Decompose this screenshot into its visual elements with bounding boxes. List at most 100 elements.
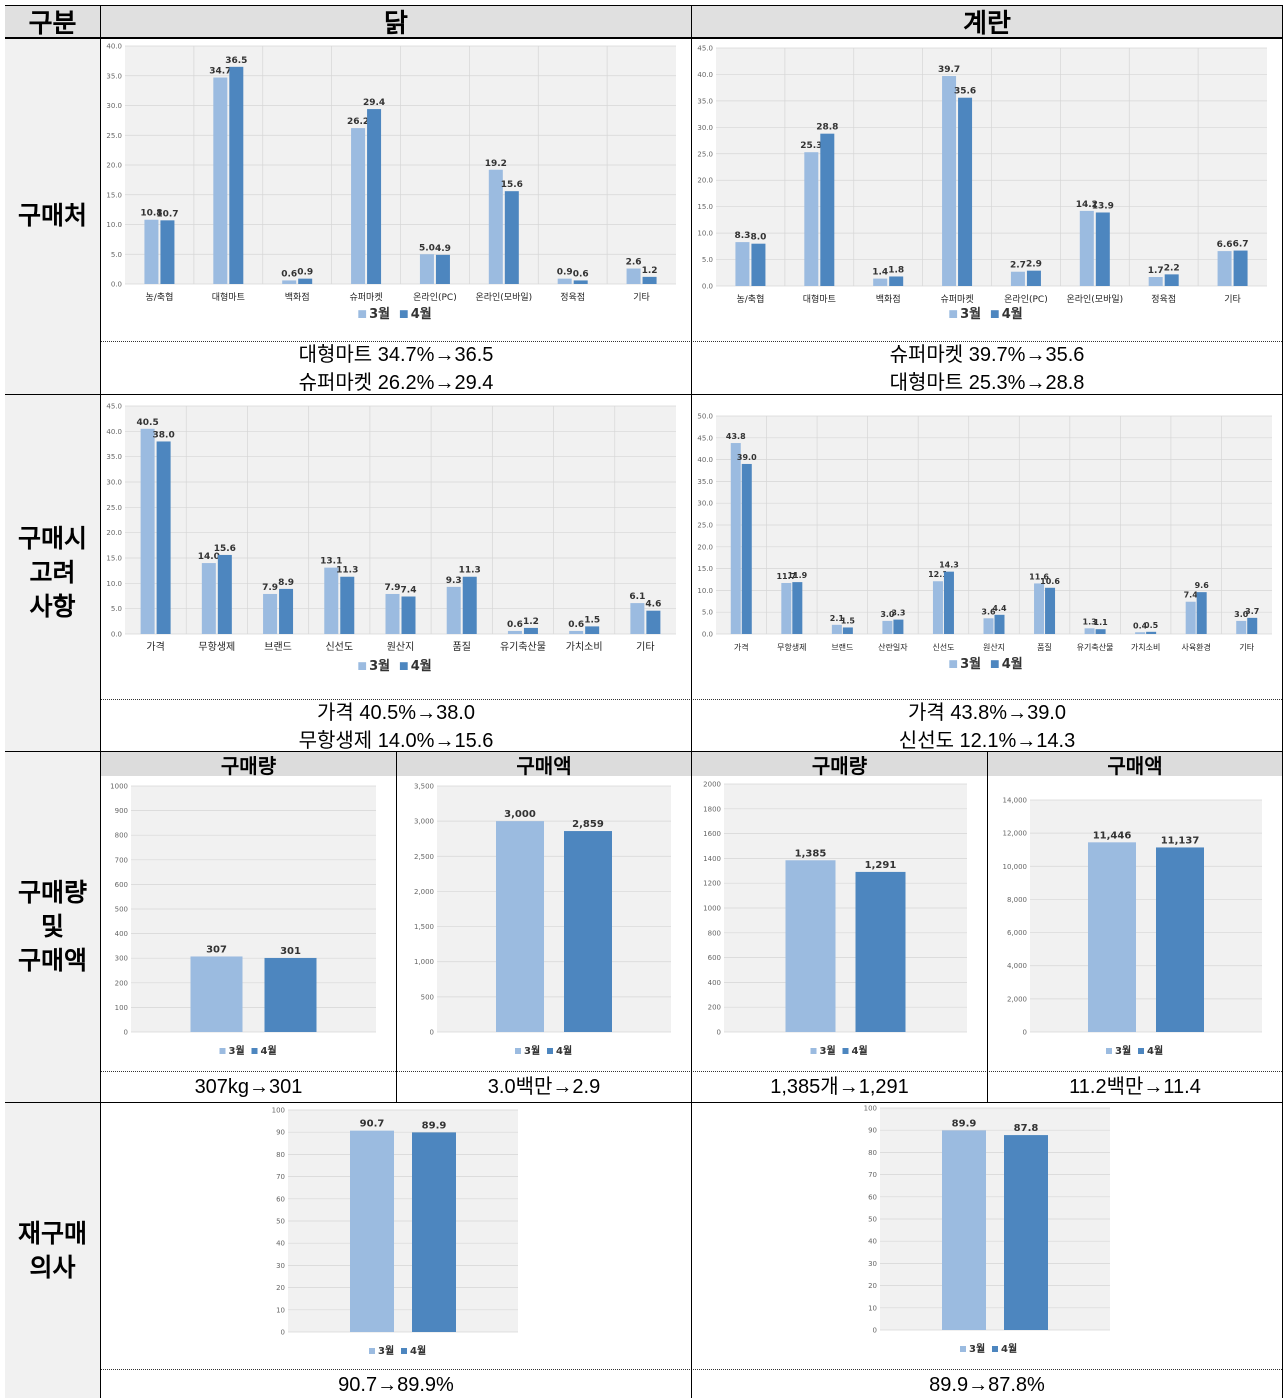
data-label: 4.9: [435, 244, 451, 254]
table-border: [691, 5, 692, 1398]
header-egg-label: 계란: [963, 9, 1011, 39]
data-label: 11.3: [459, 566, 481, 576]
summary-line: 슈퍼마켓 39.7%→35.6: [889, 344, 1085, 366]
y-tick-label: 2000: [703, 781, 721, 789]
summary-line: 90.7→89.9%: [338, 1374, 454, 1396]
y-tick-label: 6,000: [1007, 929, 1027, 937]
y-tick-label: 0: [281, 1329, 285, 1337]
legend-label: 4월: [410, 1345, 426, 1357]
bar-april: [229, 66, 244, 284]
y-tick-label: 1600: [703, 830, 721, 838]
bar-april: [1247, 617, 1258, 634]
summary-egg-repurchase: 89.9→87.8%: [692, 1371, 1282, 1398]
data-label: 13.1: [320, 557, 342, 567]
bar-march: [831, 624, 842, 634]
bar-march: [1185, 601, 1196, 634]
summary-line: 무항생제 14.0%→15.6: [298, 730, 494, 752]
y-tick-label: 0.0: [111, 281, 122, 289]
x-category-label: 농/축협: [146, 291, 174, 303]
header-chicken-label: 닭: [384, 9, 408, 39]
data-label: 10.8: [140, 209, 162, 219]
legend-swatch: [547, 1048, 553, 1054]
data-label: 8.9: [278, 578, 294, 588]
bar-march: [213, 77, 228, 284]
bar-april: [217, 554, 232, 634]
table-border: [987, 751, 988, 1102]
bar-april: [646, 610, 661, 634]
bar-april: [820, 133, 835, 286]
subheader-chicken-qty: 구매량: [101, 752, 396, 778]
legend-swatch: [949, 310, 958, 318]
bar-march: [569, 630, 584, 634]
bar-april: [462, 576, 477, 634]
data-label: 25.3: [800, 141, 822, 151]
y-tick-label: 0: [1023, 1029, 1027, 1037]
y-tick-label: 14,000: [1003, 797, 1028, 805]
y-tick-label: 30.0: [106, 479, 122, 487]
y-tick-label: 15.0: [106, 191, 122, 199]
bar-march: [1148, 277, 1163, 286]
bar-april: [842, 627, 853, 634]
x-category-label: 정육점: [560, 291, 585, 303]
x-category-label: 백화점: [876, 293, 901, 305]
data-label: 9.3: [446, 576, 462, 586]
table-border: [5, 37, 1283, 39]
data-label: 35.6: [954, 87, 976, 97]
data-label: 10.6: [1040, 577, 1060, 586]
data-label: 89.9: [952, 1118, 977, 1129]
legend-swatch: [949, 660, 958, 668]
y-tick-label: 45.0: [697, 434, 713, 442]
data-label: 7.9: [262, 583, 278, 593]
bar-march: [1135, 632, 1146, 634]
x-category-label: 무항생제: [198, 641, 235, 653]
table-border: [100, 5, 101, 1398]
y-tick-label: 0: [873, 1327, 877, 1335]
data-label: 36.5: [225, 56, 247, 66]
y-tick-label: 35.0: [106, 72, 122, 80]
y-tick-label: 10.0: [697, 230, 713, 238]
data-label: 90.7: [360, 1119, 385, 1130]
chart-egg-amt: 0 2,000 4,000 6,000 8,000 10,000 12,000 14,000 1…: [1003, 797, 1262, 1057]
x-category-label: 슈퍼마켓: [350, 292, 383, 303]
y-tick-label: 25.0: [106, 504, 122, 512]
x-category-label: 사육환경: [1181, 642, 1210, 652]
y-tick-label: 100: [864, 1105, 877, 1113]
data-label: 3.0: [1234, 610, 1249, 619]
data-label: 14.0: [198, 552, 220, 562]
subheader-chicken-amt-label: 구매액: [516, 753, 572, 778]
legend-label: 3월: [369, 658, 390, 674]
data-label: 14.2: [1076, 200, 1098, 210]
subheader-egg-qty: 구매량: [692, 752, 987, 778]
x-category-label: 브랜드: [264, 641, 292, 653]
x-category-label: 산란일자: [878, 642, 908, 652]
y-tick-label: 45.0: [697, 45, 713, 53]
bar-march: [263, 593, 278, 634]
legend-swatch: [399, 310, 408, 318]
bar-april: [1045, 587, 1056, 634]
table-border: [5, 394, 1283, 395]
legend-swatch: [401, 1348, 407, 1354]
y-tick-label: 4,000: [1007, 962, 1027, 970]
data-label: 3.6: [981, 607, 996, 616]
y-tick-label: 5.0: [702, 256, 713, 264]
chart-chicken-factors: 0.0 5.0 10.0 15.0 20.0 25.0 30.0 35.0 40.0 45.0 40…: [106, 403, 676, 674]
y-tick-label: 1200: [703, 880, 721, 888]
legend-swatch: [369, 1348, 375, 1354]
x-category-label: 온라인(모바일): [1066, 294, 1123, 305]
data-label: 2.2: [1164, 263, 1180, 273]
data-label: 1.3: [1083, 617, 1097, 626]
chart-chicken-qty: 0 100 200 300 400 500 600 700 800 900 1000 307 301 3월…: [110, 783, 376, 1057]
x-category-label: 품질: [453, 641, 471, 653]
y-tick-label: 1,500: [414, 923, 434, 931]
y-tick-label: 60: [276, 1195, 285, 1203]
y-tick-label: 10.0: [106, 580, 122, 588]
summary-chicken-amt: 3.0백만→2.9: [397, 1073, 691, 1101]
summary-line: 3.0백만→2.9: [487, 1076, 601, 1098]
chart-egg-factors: 0.0 5.0 10.0 15.0 20.0 25.0 30.0 35.0 40.0 45.0 50…: [697, 413, 1272, 672]
chart-chicken-repurchase: 0 10 20 30 40 50 60 70 80 90 100 90.7 89.9 3월 4월: [272, 1107, 518, 1357]
data-label: 4.4: [992, 604, 1007, 613]
row-label-amount-text: 구매량 및 구매액: [17, 878, 87, 975]
bar-april: [160, 220, 175, 284]
data-label: 0.5: [1144, 621, 1159, 630]
